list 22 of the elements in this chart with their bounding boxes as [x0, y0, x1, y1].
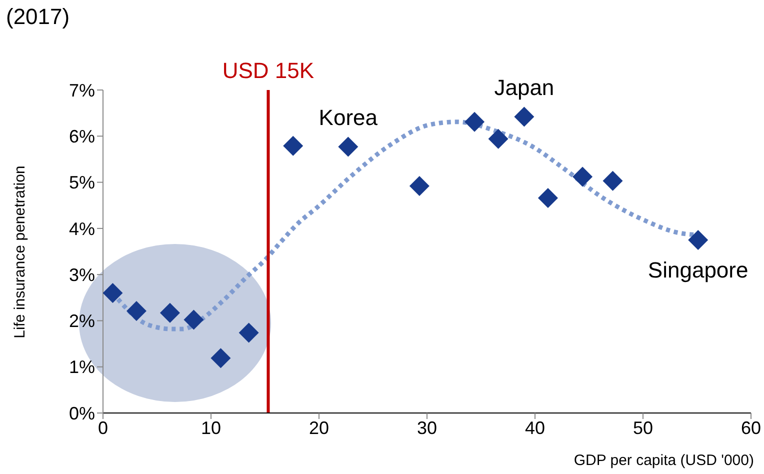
y-tick-label: 2%: [68, 311, 95, 332]
y-tick-label: 7%: [68, 80, 95, 100]
y-tick-label: 0%: [68, 403, 95, 424]
ref-line-label: USD 15K: [222, 58, 314, 83]
annotation: Korea: [318, 104, 378, 130]
x-tick-label: 60: [740, 418, 762, 438]
chart-title: (2017): [6, 4, 70, 30]
x-tick-label: 30: [416, 418, 438, 438]
x-axis-title: GDP per capita (USD '000): [574, 452, 754, 469]
x-tick-label: 0: [98, 418, 108, 438]
y-axis-title: Life insurance penetration: [12, 166, 28, 338]
annotation: Singapore: [648, 258, 748, 283]
y-tick-label: 4%: [68, 218, 95, 239]
x-tick-label: 10: [200, 418, 222, 438]
x-tick-label: 40: [524, 418, 546, 438]
annotation: Japan: [494, 74, 554, 100]
x-tick-label: 50: [632, 418, 654, 438]
y-tick-label: 1%: [68, 357, 95, 378]
y-tick-label: 5%: [68, 172, 95, 193]
x-tick-label: 20: [308, 418, 330, 438]
y-tick-label: 6%: [68, 126, 95, 147]
y-tick-label: 3%: [68, 264, 95, 285]
